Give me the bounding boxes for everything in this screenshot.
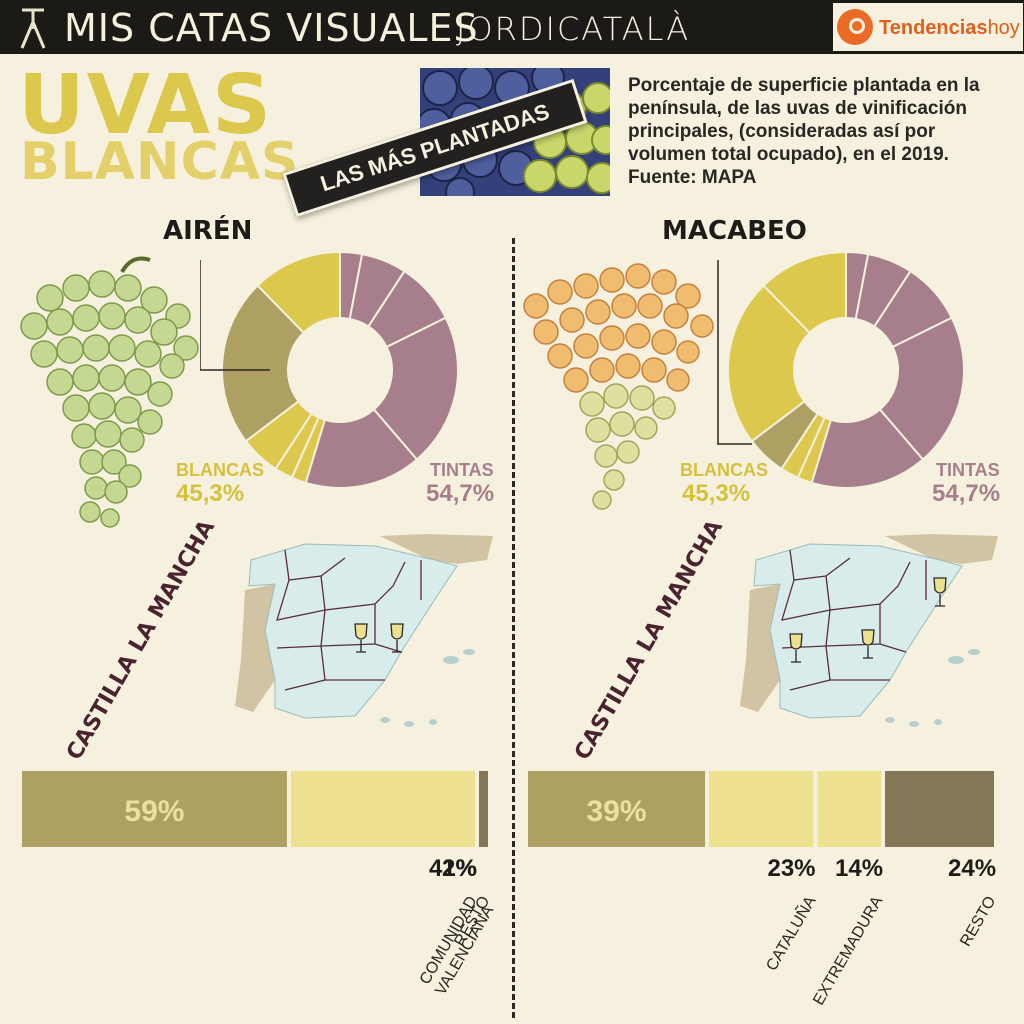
bar-segment: [528, 771, 706, 847]
brand-logo[interactable]: Tendenciashoy: [833, 3, 1023, 51]
bar-value-label: 39%: [587, 795, 647, 828]
headline-line2: BLANCAS: [20, 132, 300, 192]
variety-title-airen: AIRÉN: [163, 216, 253, 246]
pie-slice-tintas: [810, 408, 925, 489]
bar-value-label: 59%: [124, 795, 184, 828]
pie-label-blancas: BLANCAS: [680, 460, 768, 480]
wine-glass-icon: [789, 633, 803, 663]
corkscrew-icon: [20, 8, 46, 49]
pie-value-blancas: 45,3%: [682, 480, 751, 507]
golden-grape-illustration: [523, 263, 714, 510]
pie-label-blancas: BLANCAS: [176, 460, 264, 480]
pie-value-tintas: 54,7%: [932, 480, 1001, 507]
wine-glass-icon: [390, 623, 404, 653]
bar-value-label: 41%: [429, 855, 478, 882]
bar-value-label: 24%: [948, 855, 997, 882]
pie-value-blancas: 45,3%: [176, 480, 245, 507]
description-text: Porcentaje de superficie plantada en la …: [628, 75, 980, 188]
bar-segment: [22, 771, 287, 847]
brand-icon: [837, 9, 873, 45]
pie-slice-tintas: [878, 316, 965, 461]
spain-map-airen: [235, 534, 493, 727]
header-bar: MIS CATAS VISUALES JORDICATALÀ Tendencia…: [0, 0, 1024, 54]
pie-slice-blancas: [727, 284, 812, 443]
bar-value-label: 14%: [835, 855, 884, 882]
bar-segment: [817, 771, 882, 847]
wine-glass-icon: [354, 623, 368, 653]
bar-segment: [885, 771, 994, 847]
pie-slice-blancas: [221, 284, 306, 443]
pie-slice-blancas: [762, 250, 847, 335]
pie-label-tintas: TINTAS: [430, 460, 494, 480]
leader-line: [717, 260, 752, 445]
leader-line: [200, 260, 270, 371]
bar-value-label: 2%: [442, 855, 477, 882]
bar-segment: [290, 771, 476, 847]
pie-slice-blancas: [256, 250, 341, 335]
center-divider: [512, 238, 515, 1018]
green-grape-illustration: [20, 256, 199, 528]
wine-glass-icon: [861, 629, 875, 659]
variety-title-macabeo: MACABEO: [662, 216, 807, 246]
wine-glass-icon: [933, 577, 947, 607]
bar-value-label: 23%: [767, 855, 816, 882]
pie-slice-tintas: [372, 316, 459, 461]
brand-text: Tendenciashoy: [879, 17, 1020, 39]
bar-segment: [479, 771, 488, 847]
headline-line1: UVAS: [18, 58, 274, 153]
pie-label-tintas: TINTAS: [936, 460, 1000, 480]
spain-map-macabeo: [740, 534, 998, 727]
header-author: JORDICATALÀ: [456, 10, 691, 48]
pie-slice-tintas: [304, 408, 419, 489]
bar-segment: [709, 771, 814, 847]
header-title: MIS CATAS VISUALES: [64, 6, 479, 50]
pie-chart-macabeo: [717, 250, 965, 489]
pie-value-tintas: 54,7%: [426, 480, 495, 507]
pie-chart-airen: [200, 250, 459, 489]
